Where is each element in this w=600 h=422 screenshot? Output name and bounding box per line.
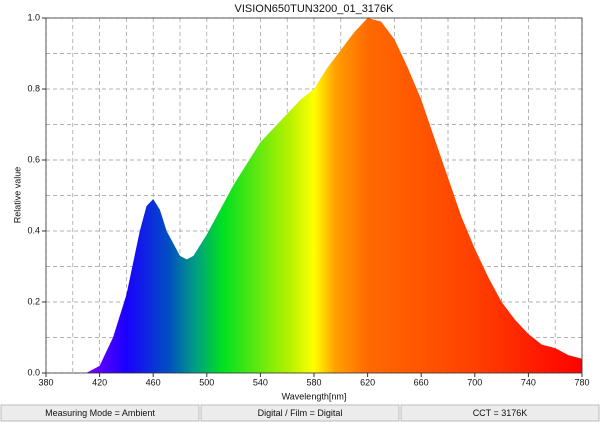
x-tick-label: 460 bbox=[146, 377, 161, 387]
x-tick-label: 700 bbox=[467, 377, 482, 387]
x-tick-label: 500 bbox=[199, 377, 214, 387]
y-tick-label: 1.0 bbox=[27, 12, 40, 22]
y-tick-label: 0.0 bbox=[27, 367, 40, 377]
status-text: CCT = 3176K bbox=[473, 408, 528, 418]
chart-title: VISION650TUN3200_01_3176K bbox=[235, 3, 395, 15]
status-text: Measuring Mode = Ambient bbox=[45, 408, 155, 418]
x-tick-label: 420 bbox=[92, 377, 107, 387]
status-cell bbox=[200, 404, 400, 422]
x-tick-label: 780 bbox=[574, 377, 589, 387]
y-tick-label: 0.2 bbox=[27, 296, 40, 306]
status-cell bbox=[0, 404, 200, 422]
status-text: Digital / Film = Digital bbox=[258, 408, 343, 418]
x-tick-label: 740 bbox=[521, 377, 536, 387]
y-axis-label: Relative value bbox=[12, 167, 22, 224]
x-tick-label: 660 bbox=[414, 377, 429, 387]
y-tick-label: 0.8 bbox=[27, 83, 40, 93]
x-tick-label: 620 bbox=[360, 377, 375, 387]
x-tick-label: 540 bbox=[253, 377, 268, 387]
x-axis-label: Wavelength[nm] bbox=[282, 391, 347, 401]
plot-frame bbox=[45, 17, 583, 374]
status-cell bbox=[400, 404, 600, 422]
status-bar: Measuring Mode = Ambient Digital / Film =… bbox=[0, 404, 600, 422]
x-tick-label: 580 bbox=[306, 377, 321, 387]
y-tick-label: 0.6 bbox=[27, 154, 40, 164]
y-tick-label: 0.4 bbox=[27, 225, 40, 235]
x-tick-label: 380 bbox=[38, 377, 53, 387]
spectrum-area bbox=[86, 18, 582, 373]
